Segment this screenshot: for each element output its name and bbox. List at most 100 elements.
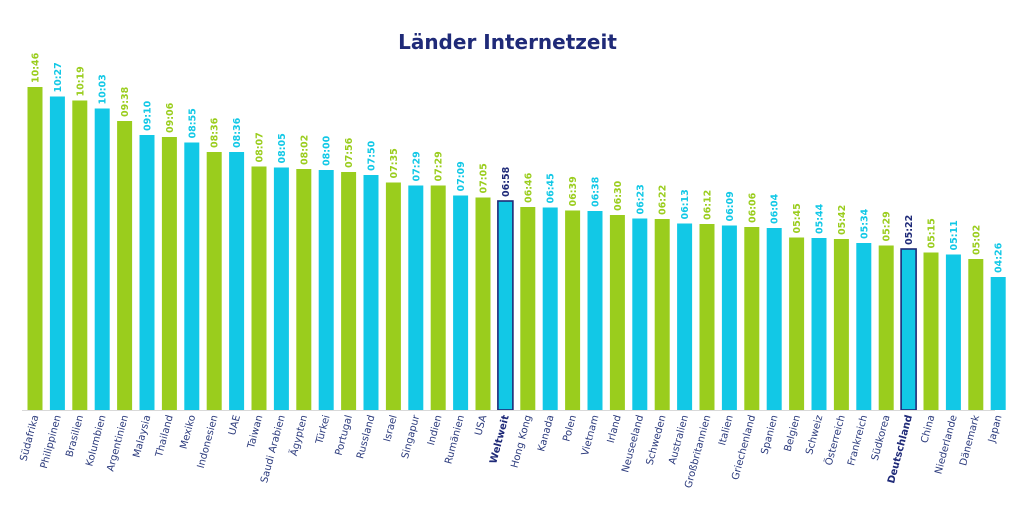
bar-schweden	[654, 219, 670, 410]
value-label: 07:35	[389, 148, 400, 178]
category-label: Russland	[355, 414, 377, 460]
bar-frankreich	[856, 243, 872, 410]
value-label: 08:36	[210, 117, 221, 148]
value-label: 06:39	[568, 176, 579, 206]
value-label: 08:00	[322, 135, 333, 166]
bar-italien	[721, 225, 737, 410]
value-label: 09:38	[120, 86, 131, 117]
category-label: Mexiko	[179, 414, 199, 451]
bar-saudi-arabien	[273, 167, 289, 410]
bar-hong-kong	[520, 207, 536, 410]
category-label: Kolumbien	[84, 414, 108, 468]
bar-kanada	[542, 207, 558, 410]
category-label: USA	[473, 414, 489, 437]
value-labels-group: 10:46 10:27 10:19 10:03 09:38 09:10 09:06 08:55…	[31, 52, 1005, 273]
value-label: 06:12	[703, 190, 714, 220]
category-label: Türkei	[314, 414, 333, 446]
value-label: 06:09	[725, 191, 736, 221]
bar-niederlande	[945, 254, 961, 410]
value-label: 05:22	[904, 215, 915, 245]
bar-argentinien	[117, 121, 133, 410]
bar-griechenland	[744, 227, 760, 410]
value-label: 10:27	[53, 62, 64, 92]
category-label: Hong Kong	[509, 414, 534, 469]
bar-philippinen	[49, 96, 65, 410]
category-label: Österreich	[822, 413, 848, 466]
category-label: Argentinien	[105, 414, 131, 473]
bar-indonesien	[206, 152, 222, 410]
category-label: Indonesien	[196, 414, 221, 470]
category-label: Taiwan	[246, 414, 266, 451]
value-label: 06:04	[770, 193, 781, 224]
category-label: Malaysia	[131, 414, 153, 459]
bar-spanien	[766, 228, 782, 410]
bar-russland	[363, 175, 379, 410]
category-label: Vietnam	[580, 414, 601, 457]
bar-großbritannien	[699, 224, 715, 410]
value-label: 10:03	[98, 74, 109, 104]
value-label: 06:22	[658, 185, 669, 215]
bar-polen	[565, 210, 581, 410]
value-label: 05:02	[971, 225, 982, 255]
value-label: 06:45	[546, 173, 557, 203]
bar-singapur	[408, 185, 424, 410]
bar-dänemark	[968, 259, 984, 410]
category-label: Ägypten	[287, 413, 310, 457]
bar-mexiko	[184, 142, 200, 410]
bar-indien	[430, 185, 446, 410]
value-label: 07:29	[411, 151, 422, 181]
value-label: 10:19	[75, 66, 86, 96]
value-label: 07:50	[367, 140, 378, 171]
category-label: Dänemark	[958, 414, 982, 467]
category-label: Portugal	[334, 414, 355, 457]
value-label: 08:55	[187, 108, 198, 138]
value-label: 05:44	[815, 203, 826, 234]
value-label: 07:29	[434, 151, 445, 181]
value-label: 06:06	[747, 192, 758, 223]
category-label: China	[919, 414, 937, 444]
category-label: Kanada	[536, 414, 556, 453]
bar-china	[923, 252, 939, 410]
value-label: 07:56	[344, 137, 355, 168]
category-label: Saudi Arabien	[259, 414, 288, 484]
bar-irland	[609, 215, 625, 410]
value-label: 05:11	[949, 220, 960, 250]
category-label: Griechenland	[730, 414, 758, 481]
bar-malaysia	[139, 135, 155, 410]
category-label: UAE	[227, 414, 243, 437]
bar-thailand	[161, 137, 177, 410]
value-label: 05:15	[927, 218, 938, 248]
bar-belgien	[789, 237, 805, 410]
category-label: Schweiz	[804, 414, 825, 456]
value-label: 07:05	[479, 163, 490, 193]
bar-portugal	[341, 172, 357, 410]
value-label: 06:13	[680, 189, 691, 219]
category-label: Italien	[717, 414, 736, 447]
category-label: Japan	[986, 414, 1004, 445]
category-label: Singapur	[400, 413, 422, 460]
bar-australien	[677, 223, 693, 410]
value-label: 08:02	[299, 135, 310, 165]
category-label: Brasilien	[64, 414, 86, 459]
category-label: Neuseeland	[620, 414, 646, 474]
category-label: Spanien	[760, 414, 781, 456]
category-label: Israel	[382, 414, 400, 443]
value-label: 08:05	[277, 133, 288, 163]
bar-uae	[229, 152, 245, 410]
category-label: Irland	[606, 414, 624, 445]
bar-brasilien	[72, 100, 88, 410]
value-label: 06:58	[501, 166, 512, 197]
value-label: 09:10	[143, 100, 154, 131]
bar-rumänien	[453, 195, 469, 410]
category-label: Australien	[667, 414, 691, 466]
value-label: 05:42	[837, 205, 848, 235]
bar-kolumbien	[94, 108, 110, 410]
bar-weltweit	[497, 200, 514, 411]
category-label: Belgien	[783, 414, 803, 453]
value-label: 06:46	[523, 172, 534, 203]
value-label: 08:07	[255, 132, 266, 162]
value-label: 05:45	[792, 203, 803, 233]
value-label: 05:34	[859, 208, 870, 239]
category-label: Polen	[561, 414, 579, 443]
